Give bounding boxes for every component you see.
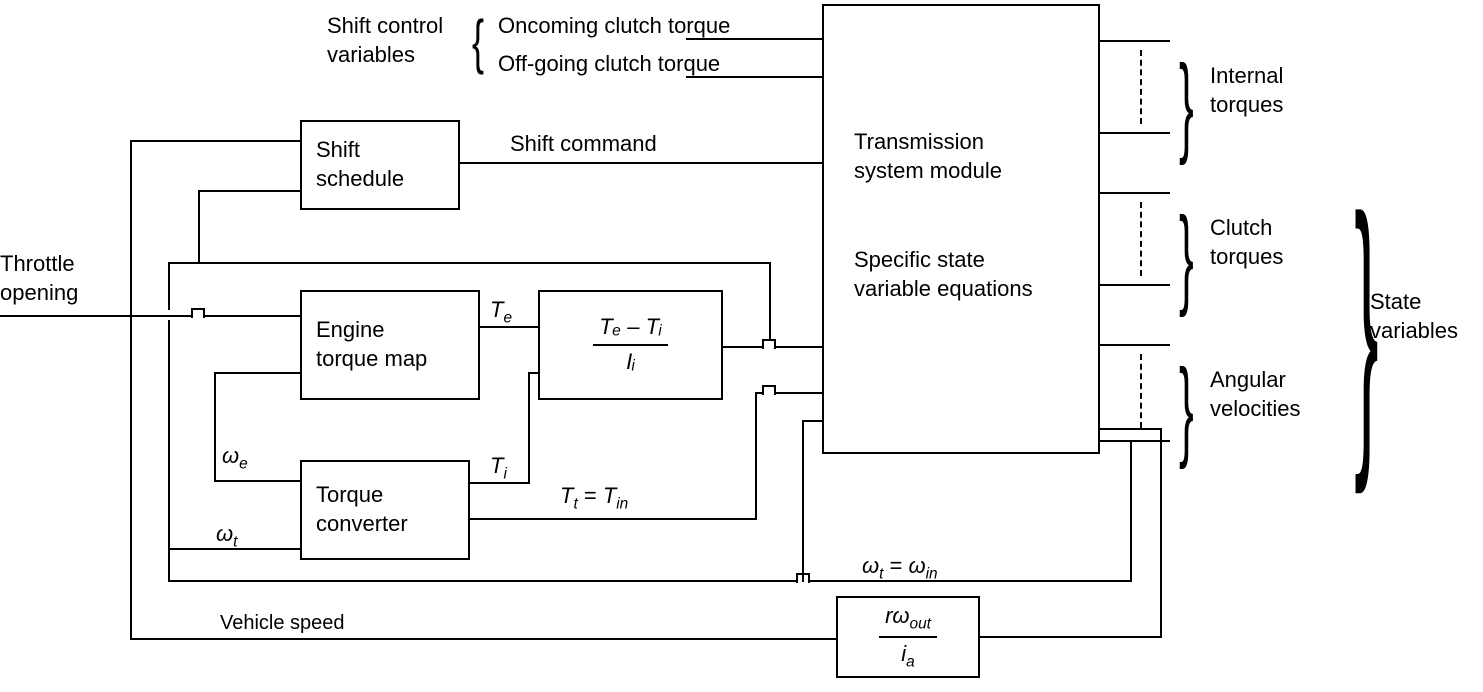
wire bbox=[1100, 192, 1170, 194]
vehicle-speed-label: Vehicle speed bbox=[220, 610, 345, 636]
throttle-opening-label: Throttle opening bbox=[0, 250, 78, 307]
tt-eq-label: Tt = Tin bbox=[560, 482, 628, 514]
offgoing-label: Off-going clutch torque bbox=[498, 50, 720, 79]
ti-label: Ti bbox=[490, 452, 507, 484]
wire bbox=[198, 190, 200, 262]
output-equation-block: rωout ia bbox=[836, 596, 980, 678]
brace-icon: } bbox=[1179, 354, 1194, 464]
wire bbox=[769, 262, 771, 346]
dashed-line bbox=[1140, 354, 1142, 428]
wire bbox=[1160, 428, 1162, 638]
wire bbox=[130, 140, 132, 640]
wire-hop bbox=[762, 385, 776, 395]
transmission-bottom-text: Specific state variable equations bbox=[854, 246, 1033, 303]
transmission-block: Transmission system module Specific stat… bbox=[822, 4, 1100, 454]
brace-icon: { bbox=[472, 12, 484, 72]
wire bbox=[214, 372, 216, 480]
wire bbox=[528, 372, 530, 484]
wire bbox=[214, 372, 300, 374]
wire bbox=[198, 190, 300, 192]
wire bbox=[460, 162, 822, 164]
wire bbox=[0, 315, 300, 317]
wire bbox=[528, 372, 538, 374]
wire bbox=[470, 482, 528, 484]
shift-control-label: Shift control variables bbox=[327, 12, 443, 69]
dashed-line bbox=[1140, 202, 1142, 276]
wire bbox=[802, 420, 804, 582]
wire bbox=[1100, 132, 1170, 134]
wire bbox=[168, 262, 770, 264]
out-numerator: rωout bbox=[879, 602, 937, 638]
wire-hop bbox=[191, 308, 205, 318]
eq-denominator: Iᵢ bbox=[593, 346, 668, 377]
shift-command-label: Shift command bbox=[510, 130, 657, 159]
wire bbox=[802, 420, 822, 422]
transmission-top-text: Transmission system module bbox=[854, 128, 1002, 185]
wire bbox=[168, 262, 170, 310]
engine-torque-map-text: Engine torque map bbox=[316, 316, 427, 373]
internal-torques-label: Internal torques bbox=[1210, 62, 1283, 119]
clutch-torques-label: Clutch torques bbox=[1210, 214, 1283, 271]
wire bbox=[980, 636, 1162, 638]
eq-numerator: Tₑ – Tᵢ bbox=[593, 313, 668, 346]
wire bbox=[1100, 284, 1170, 286]
wire bbox=[1100, 440, 1170, 442]
wire bbox=[168, 548, 300, 550]
wire bbox=[130, 638, 836, 640]
equation-block: Tₑ – Tᵢ Iᵢ bbox=[538, 290, 723, 400]
output-fraction: rωout ia bbox=[879, 602, 937, 673]
wire-hop bbox=[762, 339, 776, 349]
shift-schedule-block: Shift schedule bbox=[300, 120, 460, 210]
wire bbox=[168, 320, 170, 580]
we-label: ωe bbox=[222, 442, 248, 474]
dashed-line bbox=[1140, 50, 1142, 124]
wire bbox=[1100, 428, 1162, 430]
wire bbox=[1100, 40, 1170, 42]
brace-icon: } bbox=[1179, 50, 1194, 160]
torque-converter-block: Torque converter bbox=[300, 460, 470, 560]
state-variables-label: State variables bbox=[1370, 288, 1458, 345]
equation-fraction: Tₑ – Tᵢ Iᵢ bbox=[593, 313, 668, 376]
wire bbox=[130, 140, 300, 142]
wire bbox=[1100, 344, 1170, 346]
brace-icon: } bbox=[1354, 173, 1378, 478]
brace-icon: } bbox=[1179, 202, 1194, 312]
oncoming-label: Oncoming clutch torque bbox=[498, 12, 730, 41]
wire bbox=[168, 580, 1132, 582]
wire bbox=[755, 392, 757, 520]
wire bbox=[686, 38, 822, 40]
engine-torque-map-block: Engine torque map bbox=[300, 290, 480, 400]
wire bbox=[1130, 440, 1132, 582]
out-denominator: ia bbox=[879, 638, 937, 672]
shift-schedule-text: Shift schedule bbox=[316, 136, 404, 193]
wire bbox=[480, 326, 538, 328]
wire bbox=[470, 518, 755, 520]
wire bbox=[214, 480, 300, 482]
wire bbox=[686, 76, 822, 78]
angular-velocities-label: Angular velocities bbox=[1210, 366, 1300, 423]
torque-converter-text: Torque converter bbox=[316, 481, 408, 538]
te-label: Te bbox=[490, 296, 512, 328]
